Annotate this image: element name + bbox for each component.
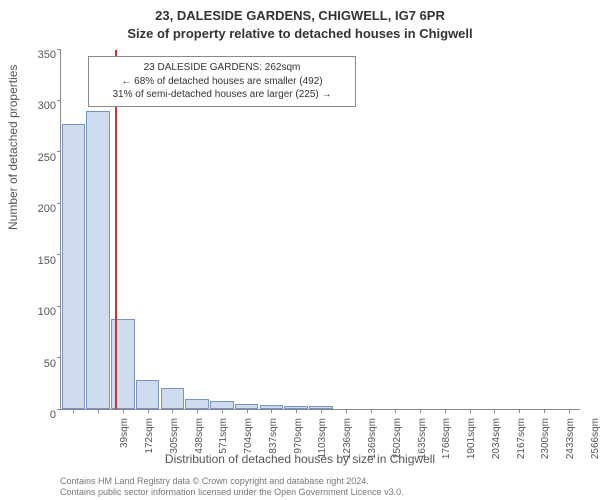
y-tick-label: 0 bbox=[16, 409, 56, 421]
x-tick-label: 1236sqm bbox=[342, 418, 353, 468]
x-tick-label: 1369sqm bbox=[367, 418, 378, 468]
footer-attribution: Contains HM Land Registry data © Crown c… bbox=[60, 476, 590, 498]
y-tick-label: 100 bbox=[16, 306, 56, 318]
x-tick-label: 2433sqm bbox=[565, 418, 576, 468]
x-tick-label: 2566sqm bbox=[590, 418, 600, 468]
x-tick-label: 1103sqm bbox=[317, 418, 328, 468]
infobox-line-1: 23 DALESIDE GARDENS: 262sqm bbox=[97, 61, 347, 75]
footer-line-2: Contains public sector information licen… bbox=[60, 487, 590, 498]
x-tick-label: 2034sqm bbox=[491, 418, 502, 468]
footer-line-1: Contains HM Land Registry data © Crown c… bbox=[60, 476, 590, 487]
histogram-bar bbox=[185, 399, 209, 409]
histogram-bar bbox=[210, 401, 234, 409]
infobox-line-2: ← 68% of detached houses are smaller (49… bbox=[97, 75, 347, 89]
x-tick-label: 2167sqm bbox=[516, 418, 527, 468]
x-tick-label: 970sqm bbox=[293, 418, 304, 468]
x-tick-label: 704sqm bbox=[243, 418, 254, 468]
y-tick-label: 200 bbox=[16, 203, 56, 215]
x-tick-label: 1901sqm bbox=[466, 418, 477, 468]
x-tick-label: 1502sqm bbox=[392, 418, 403, 468]
y-tick-label: 50 bbox=[16, 358, 56, 370]
x-tick-label: 39sqm bbox=[119, 418, 130, 468]
infobox-line-3: 31% of semi-detached houses are larger (… bbox=[97, 88, 347, 102]
title-line-1: 23, DALESIDE GARDENS, CHIGWELL, IG7 6PR bbox=[0, 8, 600, 23]
histogram-bar bbox=[136, 380, 160, 409]
y-tick-label: 350 bbox=[16, 49, 56, 61]
histogram-bar bbox=[86, 111, 110, 409]
x-tick-label: 571sqm bbox=[218, 418, 229, 468]
x-tick-label: 2300sqm bbox=[540, 418, 551, 468]
title-line-2: Size of property relative to detached ho… bbox=[0, 26, 600, 41]
y-tick-label: 250 bbox=[16, 152, 56, 164]
x-tick-label: 438sqm bbox=[194, 418, 205, 468]
x-tick-label: 1768sqm bbox=[441, 418, 452, 468]
y-tick-label: 300 bbox=[16, 100, 56, 112]
histogram-bar bbox=[62, 124, 86, 409]
info-box: 23 DALESIDE GARDENS: 262sqm← 68% of deta… bbox=[88, 56, 356, 107]
x-tick-label: 305sqm bbox=[169, 418, 180, 468]
y-tick-label: 150 bbox=[16, 255, 56, 267]
histogram-bar bbox=[161, 388, 185, 409]
x-tick-label: 837sqm bbox=[268, 418, 279, 468]
x-tick-label: 172sqm bbox=[144, 418, 155, 468]
x-tick-label: 1635sqm bbox=[417, 418, 428, 468]
